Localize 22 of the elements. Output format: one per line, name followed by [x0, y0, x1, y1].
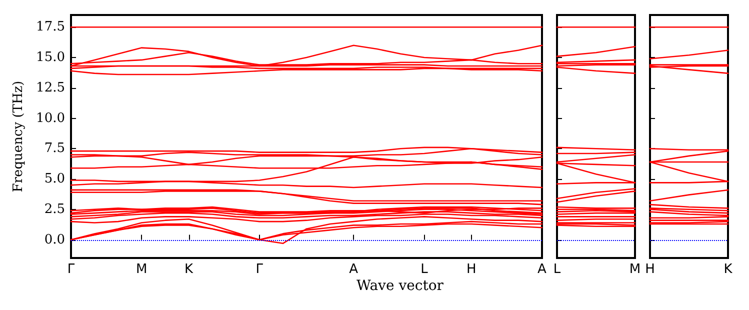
x-tick-label: A: [538, 262, 547, 277]
y-tick-label: 5.0: [44, 172, 65, 187]
y-tick-label: 7.5: [44, 141, 65, 156]
y-tick-label: 2.5: [44, 202, 65, 217]
x-tick-label: A: [349, 262, 358, 277]
x-tick-label: L: [553, 262, 562, 277]
x-tick-label: M: [136, 262, 148, 277]
y-tick-label: 17.5: [36, 20, 65, 35]
y-tick-label: 0.0: [44, 232, 65, 248]
x-tick-label: Γ: [67, 262, 76, 277]
x-tick-label: K: [724, 262, 733, 277]
x-tick-label: L: [420, 262, 429, 277]
x-axis-title: Wave vector: [356, 278, 444, 294]
y-tick-label: 10.0: [36, 110, 65, 126]
x-tick-label: M: [629, 262, 641, 277]
y-axis-title: Frequency (THz): [11, 80, 26, 192]
y-tick-label: 12.5: [36, 80, 65, 96]
y-tick-label: 15.0: [36, 50, 65, 66]
x-tick-label: Γ: [256, 262, 264, 277]
x-tick-label: H: [645, 262, 655, 277]
x-tick-label: H: [466, 262, 476, 277]
x-tick-label: K: [184, 262, 194, 277]
